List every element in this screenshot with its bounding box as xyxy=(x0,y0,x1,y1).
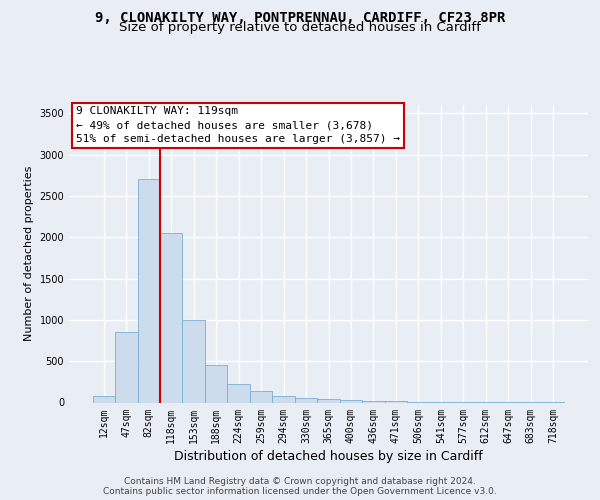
Bar xyxy=(160,233,182,402)
X-axis label: Distribution of detached houses by size in Cardiff: Distribution of detached houses by size … xyxy=(174,450,483,462)
Bar xyxy=(137,180,160,402)
Bar xyxy=(272,396,295,402)
Text: 9 CLONAKILTY WAY: 119sqm
← 49% of detached houses are smaller (3,678)
51% of sem: 9 CLONAKILTY WAY: 119sqm ← 49% of detach… xyxy=(76,106,400,144)
Bar xyxy=(182,320,205,402)
Bar xyxy=(362,401,385,402)
Bar xyxy=(317,399,340,402)
Y-axis label: Number of detached properties: Number of detached properties xyxy=(24,166,34,342)
Bar xyxy=(295,398,317,402)
Bar xyxy=(205,366,227,403)
Text: Contains public sector information licensed under the Open Government Licence v3: Contains public sector information licen… xyxy=(103,487,497,496)
Text: 9, CLONAKILTY WAY, PONTPRENNAU, CARDIFF, CF23 8PR: 9, CLONAKILTY WAY, PONTPRENNAU, CARDIFF,… xyxy=(95,11,505,25)
Bar xyxy=(115,332,137,402)
Bar xyxy=(227,384,250,402)
Text: Size of property relative to detached houses in Cardiff: Size of property relative to detached ho… xyxy=(119,22,481,35)
Text: Contains HM Land Registry data © Crown copyright and database right 2024.: Contains HM Land Registry data © Crown c… xyxy=(124,477,476,486)
Bar xyxy=(92,396,115,402)
Bar xyxy=(340,400,362,402)
Bar xyxy=(250,391,272,402)
